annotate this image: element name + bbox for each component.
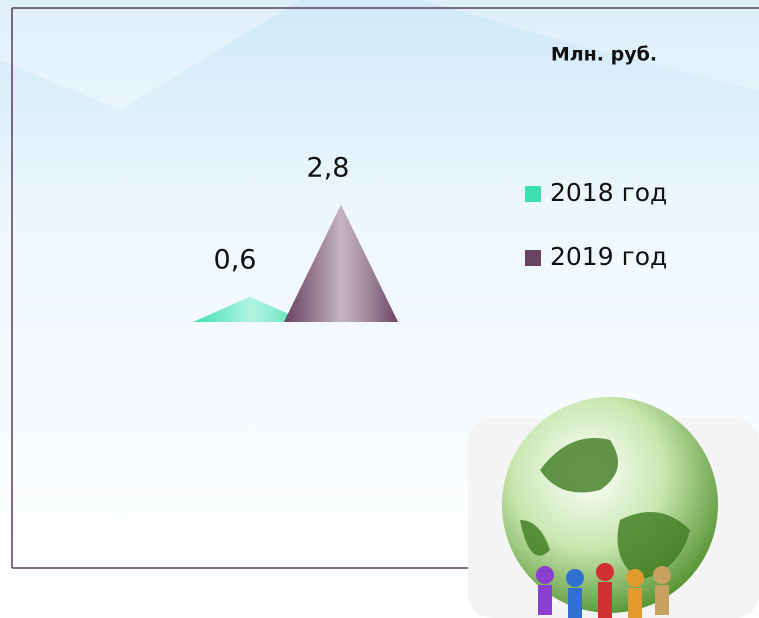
cone-shade [193,296,307,322]
chart-title: Млн. руб. [551,44,657,66]
data-label: 2,8 [307,153,350,184]
legend-label: 2019 год [550,242,667,271]
globe-picture [468,397,759,618]
cone-shade [284,205,398,322]
background-shape [420,0,759,90]
legend-swatch [525,186,541,202]
legend-swatch [525,250,541,266]
legend-label: 2018 год [550,178,667,207]
background-shape [0,0,300,110]
data-label: 0,6 [214,244,257,275]
